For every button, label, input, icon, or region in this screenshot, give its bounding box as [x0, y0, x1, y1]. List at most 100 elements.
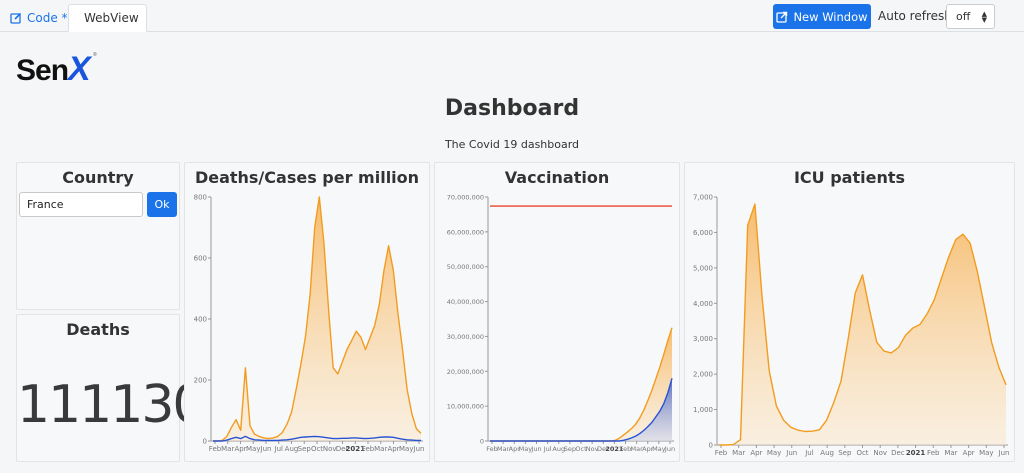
x-tick-label: Feb	[620, 445, 632, 453]
icu-chart-title: ICU patients	[793, 168, 906, 187]
deaths-card: Deaths 111130	[16, 314, 206, 462]
x-tick-label: Jun	[413, 445, 425, 453]
x-tick-label: 2021	[346, 445, 366, 453]
x-tick-label: Mar	[944, 449, 957, 457]
edit-icon	[10, 12, 22, 24]
x-tick-label: Jun	[998, 449, 1010, 457]
deaths-value: 111130	[17, 375, 206, 435]
tab-webview-label: WebView	[84, 11, 139, 25]
tab-code-label: Code *	[27, 11, 68, 25]
y-tick-label: 1,000	[693, 406, 713, 414]
new-window-label: New Window	[793, 9, 868, 24]
x-tick-label: Feb	[715, 449, 728, 457]
vaccination-chart-title: Vaccination	[504, 168, 610, 187]
tab-webview[interactable]: WebView	[68, 4, 147, 32]
x-tick-label: Oct	[575, 445, 587, 453]
x-tick-label: May	[519, 445, 533, 453]
x-tick-label: 2021	[605, 445, 624, 453]
x-tick-label: May	[979, 449, 993, 457]
auto-refresh-select[interactable]: off ▲ ▼	[946, 4, 995, 29]
x-tick-label: Apr	[963, 449, 975, 457]
vaccination-chart-card: Vaccination 0 10,000,000 20,000,000 30,000,…	[434, 162, 680, 462]
x-tick-label: Dec	[891, 449, 905, 457]
x-tick-label: Apr	[234, 445, 246, 453]
x-tick-label: Aug	[285, 445, 299, 453]
x-tick-label: 2021	[906, 449, 926, 457]
country-card: Country France Ok	[16, 162, 180, 310]
y-tick-label: 50,000,000	[447, 263, 484, 271]
x-tick-label: Mar	[374, 445, 387, 453]
x-tick-label: Feb	[362, 445, 375, 453]
page-title: Dashboard	[444, 96, 580, 121]
x-tick-label: May	[652, 445, 666, 453]
x-tick-label: Nov	[323, 445, 337, 453]
page-subtitle: The Covid 19 dashboard	[444, 138, 580, 151]
ok-button[interactable]: Ok	[147, 192, 177, 217]
y-tick-label: 6,000	[693, 229, 713, 237]
logo-text: Sen	[16, 54, 69, 87]
x-tick-label: Jun	[785, 449, 797, 457]
y-tick-label: 40,000,000	[447, 298, 484, 306]
y-tick-label: 2,000	[693, 371, 713, 379]
x-tick-label: Jun	[260, 445, 272, 453]
x-tick-label: Jul	[543, 445, 552, 453]
y-tick-label: 400	[194, 316, 207, 324]
x-tick-label: May	[246, 445, 260, 453]
x-tick-label: Jun	[664, 445, 675, 453]
x-tick-label: Oct	[311, 445, 323, 453]
x-tick-label: Sep	[298, 445, 312, 453]
x-tick-label: Jul	[804, 449, 814, 457]
x-tick-label: Feb	[209, 445, 222, 453]
x-tick-label: Dec	[597, 445, 610, 453]
y-tick-label: 70,000,000	[447, 194, 484, 202]
x-tick-label: Feb	[927, 449, 940, 457]
y-tick-label: 600	[194, 255, 207, 263]
x-tick-label: Nov	[586, 445, 599, 453]
auto-refresh-value: off	[956, 10, 971, 23]
x-tick-label: Mar	[630, 445, 643, 453]
country-input[interactable]: France	[19, 192, 143, 217]
icu-line	[719, 203, 1007, 446]
trademark-icon: ®	[93, 52, 97, 58]
x-tick-label: Nov	[873, 449, 887, 457]
tab-code[interactable]: Code *	[0, 4, 78, 32]
x-tick-label: Apr	[387, 445, 399, 453]
new-window-button[interactable]: New Window	[773, 4, 871, 29]
x-tick-label: Dec	[336, 445, 350, 453]
x-tick-label: Jul	[274, 445, 284, 453]
x-tick-label: Apr	[509, 445, 521, 453]
x-tick-label: Apr	[642, 445, 654, 453]
y-tick-label: 30,000,000	[447, 333, 484, 341]
cases-line	[213, 196, 422, 442]
cases-area	[213, 197, 421, 441]
caret-updown-icon: ▲ ▼	[981, 10, 987, 24]
vaccination-chart: 0 10,000,000 20,000,000 30,000,000 40,000,00…	[447, 194, 675, 454]
cases-chart-title: Deaths/Cases per million	[194, 168, 420, 187]
x-tick-label: Feb	[486, 445, 498, 453]
icu-area	[719, 204, 1006, 445]
top-toolbar: Code * WebView New Window Auto refresh: …	[0, 0, 1024, 32]
y-tick-label: 7,000	[693, 194, 713, 202]
icu-chart: 0 1,000 2,000 3,000 4,000 5,000 6,000 7,000 Feb M…	[693, 194, 1010, 458]
x-tick-label: Mar	[497, 445, 510, 453]
x-tick-label: Mar	[221, 445, 234, 453]
x-tick-label: Sep	[564, 445, 576, 453]
x-tick-label: Aug	[552, 445, 565, 453]
x-tick-label: Jun	[530, 445, 541, 453]
y-tick-label: 4,000	[693, 300, 713, 308]
x-tick-label: Mar	[732, 449, 745, 457]
senx-logo: SenX ®	[16, 50, 97, 89]
x-tick-label: May	[399, 445, 413, 453]
y-tick-label: 800	[194, 194, 207, 202]
auto-refresh-label: Auto refresh:	[878, 9, 956, 23]
x-tick-label: May	[767, 449, 781, 457]
x-tick-label: Oct	[856, 449, 868, 457]
deaths-line	[213, 435, 421, 442]
y-tick-label: 5,000	[693, 264, 713, 272]
y-tick-label: 10,000,000	[447, 403, 484, 411]
country-title: Country	[62, 168, 134, 187]
y-tick-label: 20,000,000	[447, 368, 484, 376]
logo-x: X	[68, 50, 91, 88]
fully_vaccinated-area	[490, 378, 672, 441]
